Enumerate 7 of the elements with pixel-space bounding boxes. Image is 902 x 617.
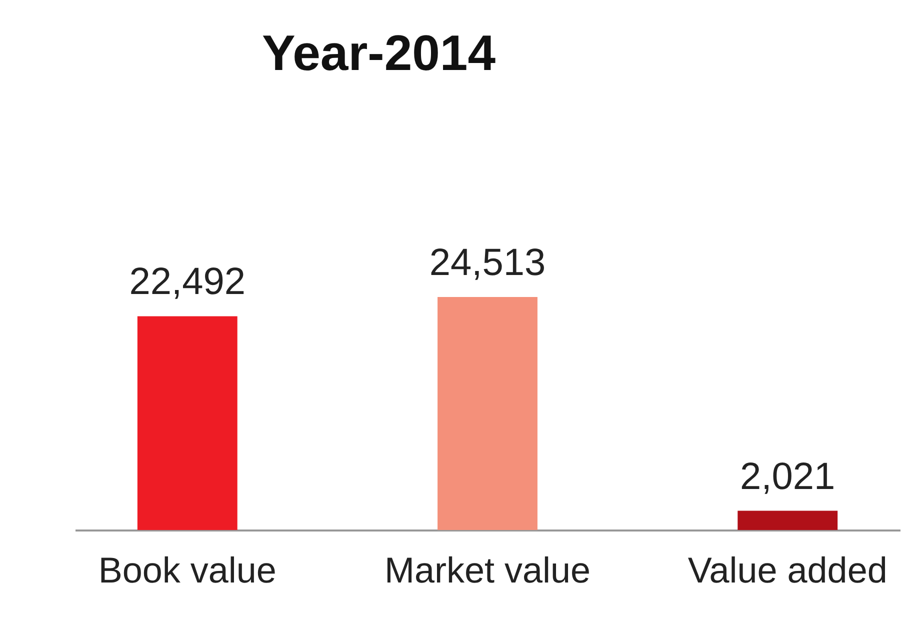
chart-title: Year-2014 (262, 25, 496, 81)
data-label: 24,513 (429, 242, 546, 284)
data-label: 22,492 (129, 261, 246, 304)
x-tick-label: Value added (688, 550, 888, 590)
x-tick-label: Book value (98, 550, 276, 590)
data-label: 2,021 (740, 456, 836, 498)
x-tick-label: Market value (384, 550, 591, 590)
